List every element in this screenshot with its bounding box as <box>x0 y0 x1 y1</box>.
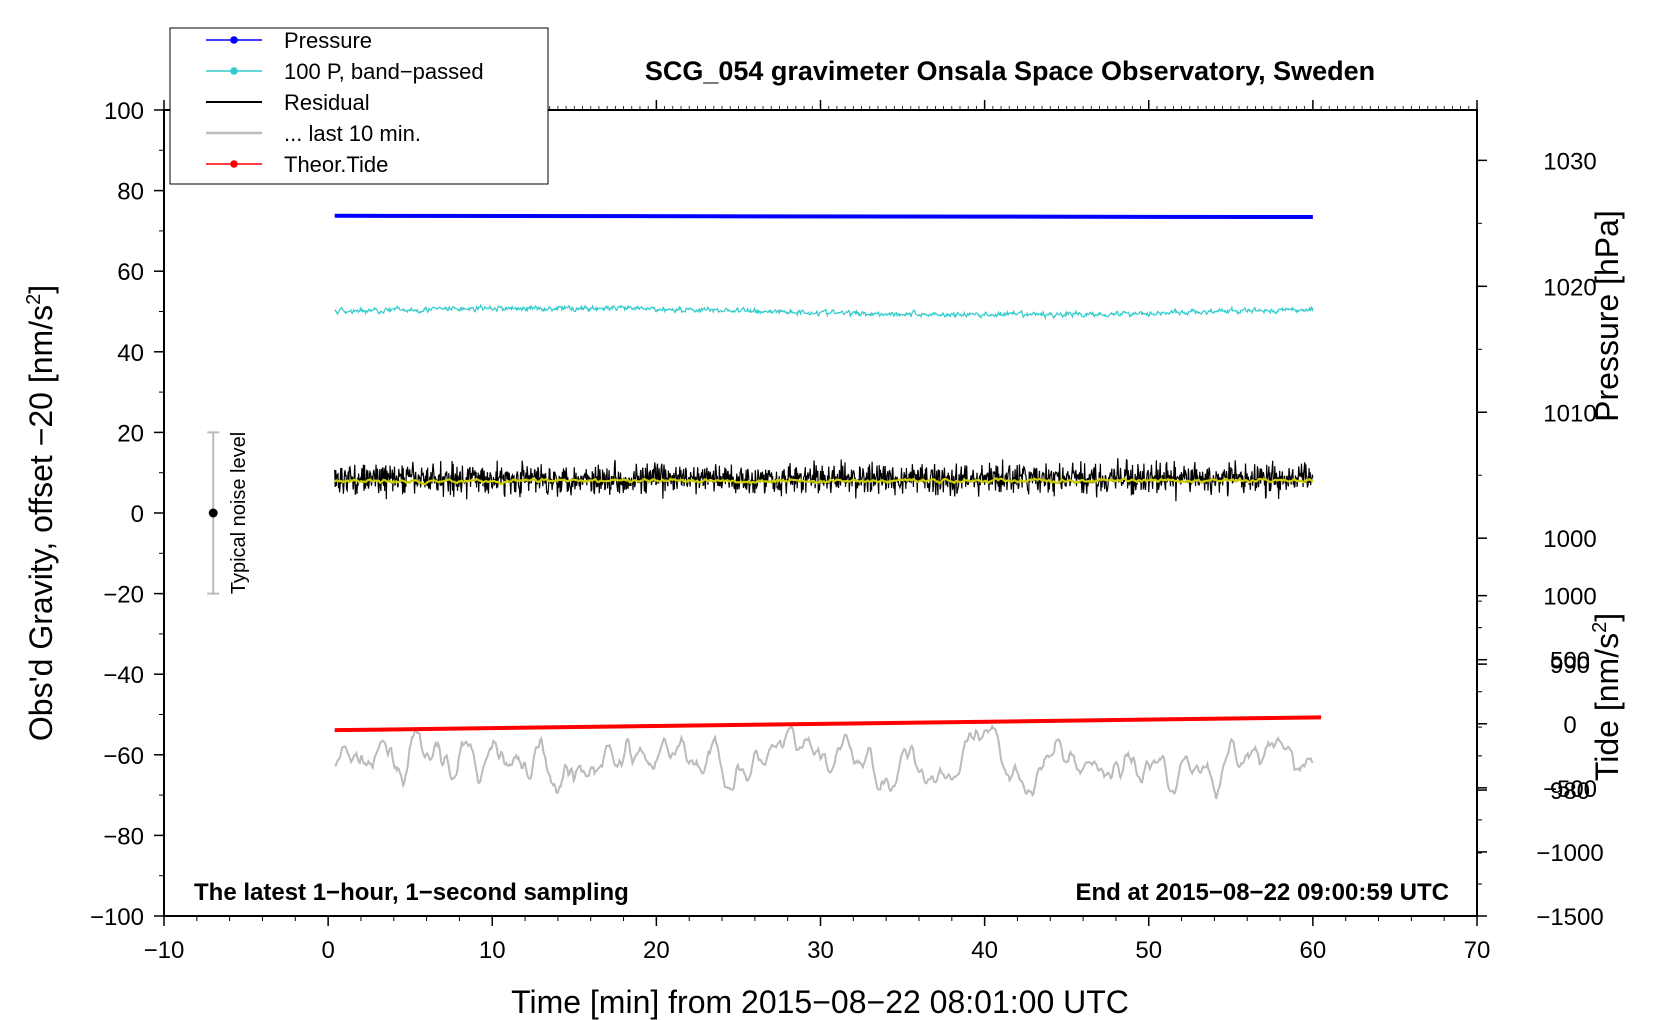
pressure-tick-label: 1010 <box>1543 400 1596 427</box>
legend-label: Residual <box>284 90 370 115</box>
series-residual-smoothed <box>334 476 1314 486</box>
tide-tick-label: −1000 <box>1536 840 1603 867</box>
legend-label: Pressure <box>284 28 372 53</box>
x-tick-label: 40 <box>971 937 998 964</box>
y-axis-title-left-close: ] <box>23 285 59 294</box>
y-axis-title-pressure: Pressure [hPa] <box>1589 210 1625 422</box>
chart-title: SCG_054 gravimeter Onsala Space Observat… <box>645 56 1375 86</box>
ticks-layer: −10 0 10 20 30 40 50 60 70100806040200−20−40−60−… <box>90 98 1604 964</box>
y-tick-label: 20 <box>117 420 144 447</box>
noise-bar-label: Typical noise level <box>228 432 250 594</box>
y-axis-title-tide-sup: 2 <box>1589 622 1611 633</box>
y-tick-label: −60 <box>103 743 144 770</box>
series-band-passed <box>334 303 1314 321</box>
series-theor-tide <box>334 715 1322 733</box>
y-axis-title-tide-close: ] <box>1589 613 1625 622</box>
y-tick-label: −100 <box>90 904 144 931</box>
tide-tick-label: 0 <box>1563 712 1576 739</box>
series-layer <box>334 213 1322 800</box>
y-axis-title-left-main: Obs'd Gravity, offset −20 [nm/s <box>23 305 59 741</box>
x-tick-label: 30 <box>807 937 834 964</box>
y-axis-title-tide-main: Tide [nm/s <box>1589 633 1625 781</box>
x-tick-label: 20 <box>643 937 670 964</box>
tide-tick-label: −500 <box>1543 776 1597 803</box>
pressure-tick-label: 1000 <box>1543 526 1596 553</box>
y-tick-label: −80 <box>103 823 144 850</box>
legend-marker <box>230 67 238 75</box>
legend-label: Theor.Tide <box>284 152 388 177</box>
annotation-end-time: End at 2015−08−22 09:00:59 UTC <box>1075 879 1449 906</box>
tide-tick-label: 1000 <box>1543 584 1596 611</box>
legend-label: 100 P, band−passed <box>284 59 484 84</box>
plot-frame <box>163 109 1478 917</box>
x-tick-label: −10 <box>144 937 185 964</box>
series-pressure <box>334 213 1313 220</box>
legend-marker <box>230 36 238 44</box>
noise-bar-center-dot <box>208 508 218 518</box>
x-axis-title: Time [min] from 2015−08−22 08:01:00 UTC <box>511 984 1129 1020</box>
y-tick-label: 80 <box>117 179 144 206</box>
y-tick-label: 0 <box>131 501 144 528</box>
pressure-tick-label: 990 <box>1550 652 1590 679</box>
series-residual <box>334 458 1314 502</box>
y-tick-label: 100 <box>104 98 144 125</box>
x-tick-label: 50 <box>1135 937 1162 964</box>
y-axis-title-left-sup: 2 <box>23 294 45 305</box>
y-tick-label: −40 <box>103 662 144 689</box>
pressure-tick-label: 980 <box>1550 778 1590 805</box>
x-tick-label: 0 <box>321 937 334 964</box>
pressure-tick-label: 1030 <box>1543 148 1596 175</box>
tide-tick-label: −1500 <box>1536 904 1603 931</box>
y-axis-title-left: Obs'd Gravity, offset −20 [nm/s2] <box>23 285 59 741</box>
y-axis-title-tide: Tide [nm/s2] <box>1589 613 1625 781</box>
noise-bar: Typical noise level <box>207 431 250 595</box>
x-tick-label: 10 <box>479 937 506 964</box>
annotation-latest-hour: The latest 1−hour, 1−second sampling <box>194 879 629 906</box>
series-last-10-min <box>334 723 1314 800</box>
legend-marker <box>230 160 238 168</box>
x-tick-label: 70 <box>1464 937 1491 964</box>
legend: Pressure 100 P, band−passed Residual ... la… <box>169 27 549 185</box>
legend-box <box>169 27 549 185</box>
tide-tick-label: 500 <box>1550 648 1590 675</box>
x-tick-label: 60 <box>1300 937 1327 964</box>
y-tick-label: 60 <box>117 259 144 286</box>
legend-label: ... last 10 min. <box>284 121 421 146</box>
y-tick-label: −20 <box>103 582 144 609</box>
pressure-tick-label: 1020 <box>1543 274 1596 301</box>
y-tick-label: 40 <box>117 340 144 367</box>
